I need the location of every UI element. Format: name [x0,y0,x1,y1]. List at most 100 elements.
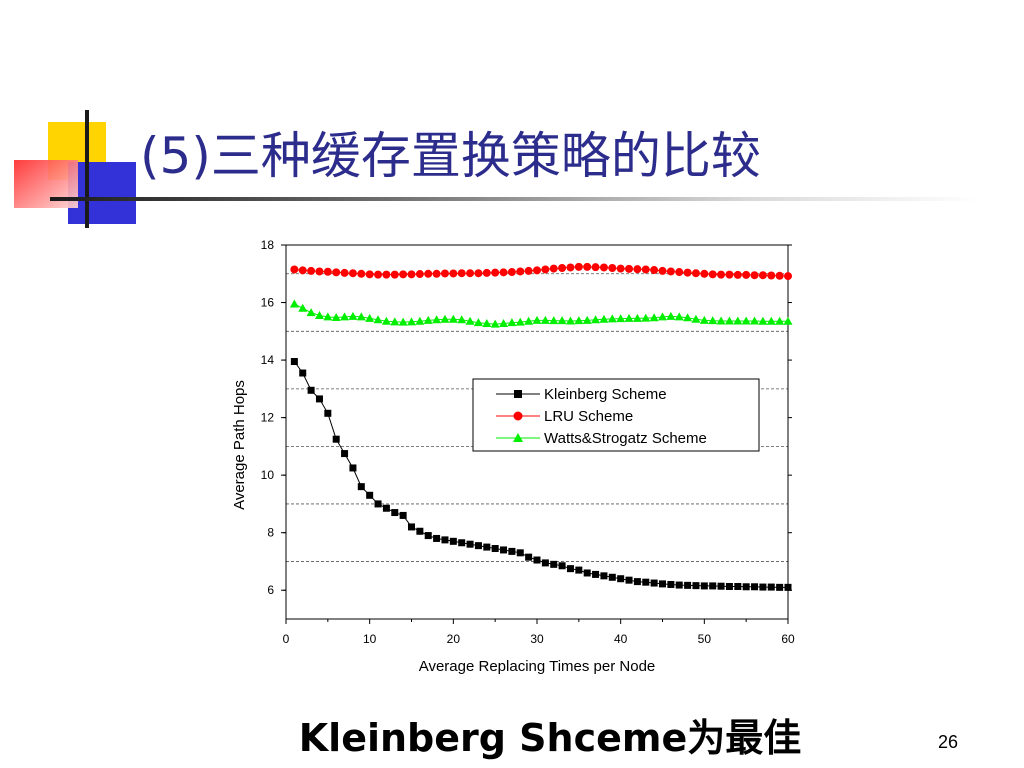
data-point-lru [683,268,692,277]
data-point-kleinberg [491,545,499,553]
data-point-lru [491,268,500,277]
data-point-kleinberg [366,491,374,499]
data-point-lru [675,268,684,277]
data-point-lru [625,264,634,273]
legend-label: LRU Scheme [544,408,633,425]
data-point-kleinberg [391,509,399,517]
data-point-kleinberg [508,547,516,555]
data-point-lru [767,271,776,280]
data-point-kleinberg [667,580,675,588]
data-point-watts [390,317,400,326]
data-point-lru [399,270,408,279]
data-point-kleinberg [700,582,708,590]
data-point-watts [432,315,442,324]
data-point-watts [691,314,701,323]
data-point-watts [666,311,676,320]
data-point-kleinberg [533,556,541,564]
data-point-watts [340,312,350,321]
data-point-watts [314,310,324,319]
data-point-watts [373,315,383,324]
data-point-kleinberg [625,576,633,584]
data-point-watts [649,313,659,322]
data-point-kleinberg [725,582,733,590]
data-point-lru [332,268,341,277]
data-point-kleinberg [592,570,600,578]
legend-item-watts: Watts&Strogatz Scheme [496,430,707,447]
title-underline [52,197,982,201]
data-point-kleinberg [642,578,650,586]
data-point-kleinberg [324,409,332,417]
data-point-lru [666,267,675,276]
data-point-lru [482,268,491,277]
data-point-kleinberg [550,560,558,568]
legend-marker-square [514,390,522,398]
data-point-watts [632,313,642,322]
data-point-watts [766,316,776,325]
x-tick-label: 50 [698,632,712,646]
data-point-watts [507,318,517,327]
chart: 6 8 10 12 14 16 18 0 10 20 30 40 50 60 Average Repla… [231,238,795,675]
data-point-watts [565,316,575,325]
series-markers [289,262,793,591]
data-point-kleinberg [299,369,307,377]
data-point-watts [515,317,525,326]
data-point-watts [289,299,299,308]
data-point-watts [448,314,458,323]
data-point-watts [457,315,467,324]
data-point-watts [574,316,584,325]
x-axis: 0 10 20 30 40 50 60 [283,619,795,646]
legend: Kleinberg Scheme LRU Scheme Watts&Stroga… [472,378,760,452]
data-point-kleinberg [374,500,382,508]
data-point-lru [298,266,307,275]
data-point-kleinberg [633,578,641,586]
data-point-watts [356,312,366,321]
data-point-lru [474,269,483,278]
data-point-watts [758,316,768,325]
data-point-watts [783,316,793,325]
data-point-lru [307,266,316,275]
data-point-kleinberg [399,511,407,519]
data-point-kleinberg [382,504,390,512]
data-point-watts [607,314,617,323]
data-point-lru [566,263,575,272]
data-point-lru [374,270,383,279]
data-point-kleinberg [709,582,717,590]
data-point-lru [591,263,600,272]
data-point-kleinberg [608,573,616,581]
data-point-lru [784,272,792,281]
data-point-kleinberg [684,581,692,589]
data-point-watts [549,316,559,325]
data-point-kleinberg [541,559,549,567]
data-point-kleinberg [332,435,340,443]
data-point-kleinberg [483,543,491,551]
data-point-lru [424,269,433,278]
data-point-watts [348,311,358,320]
y-tick-label: 6 [267,583,274,597]
data-point-lru [315,267,324,276]
data-point-watts [490,319,500,328]
data-point-lru [541,265,550,274]
data-point-kleinberg [675,581,683,589]
data-point-lru [499,268,508,277]
y-tick-label: 8 [267,526,274,540]
data-point-watts [532,315,542,324]
data-point-watts [323,312,333,321]
data-point-kleinberg [516,549,524,557]
data-point-lru [440,269,449,278]
data-point-lru [390,270,399,279]
data-point-lru [750,271,759,280]
data-point-watts [381,316,391,325]
data-point-kleinberg [650,579,658,587]
data-point-watts [658,312,667,321]
y-axis: 6 8 10 12 14 16 18 [261,238,792,597]
data-point-lru [466,269,475,278]
y-tick-label: 14 [261,353,275,367]
data-point-kleinberg [433,534,441,542]
data-point-kleinberg [583,569,591,577]
data-point-kleinberg [315,395,323,403]
data-point-watts [465,316,475,325]
data-point-watts [423,315,433,324]
data-point-lru [558,264,567,273]
legend-marker-triangle [513,433,523,442]
conclusion-text: Kleinberg Shceme为最佳 [298,716,802,760]
